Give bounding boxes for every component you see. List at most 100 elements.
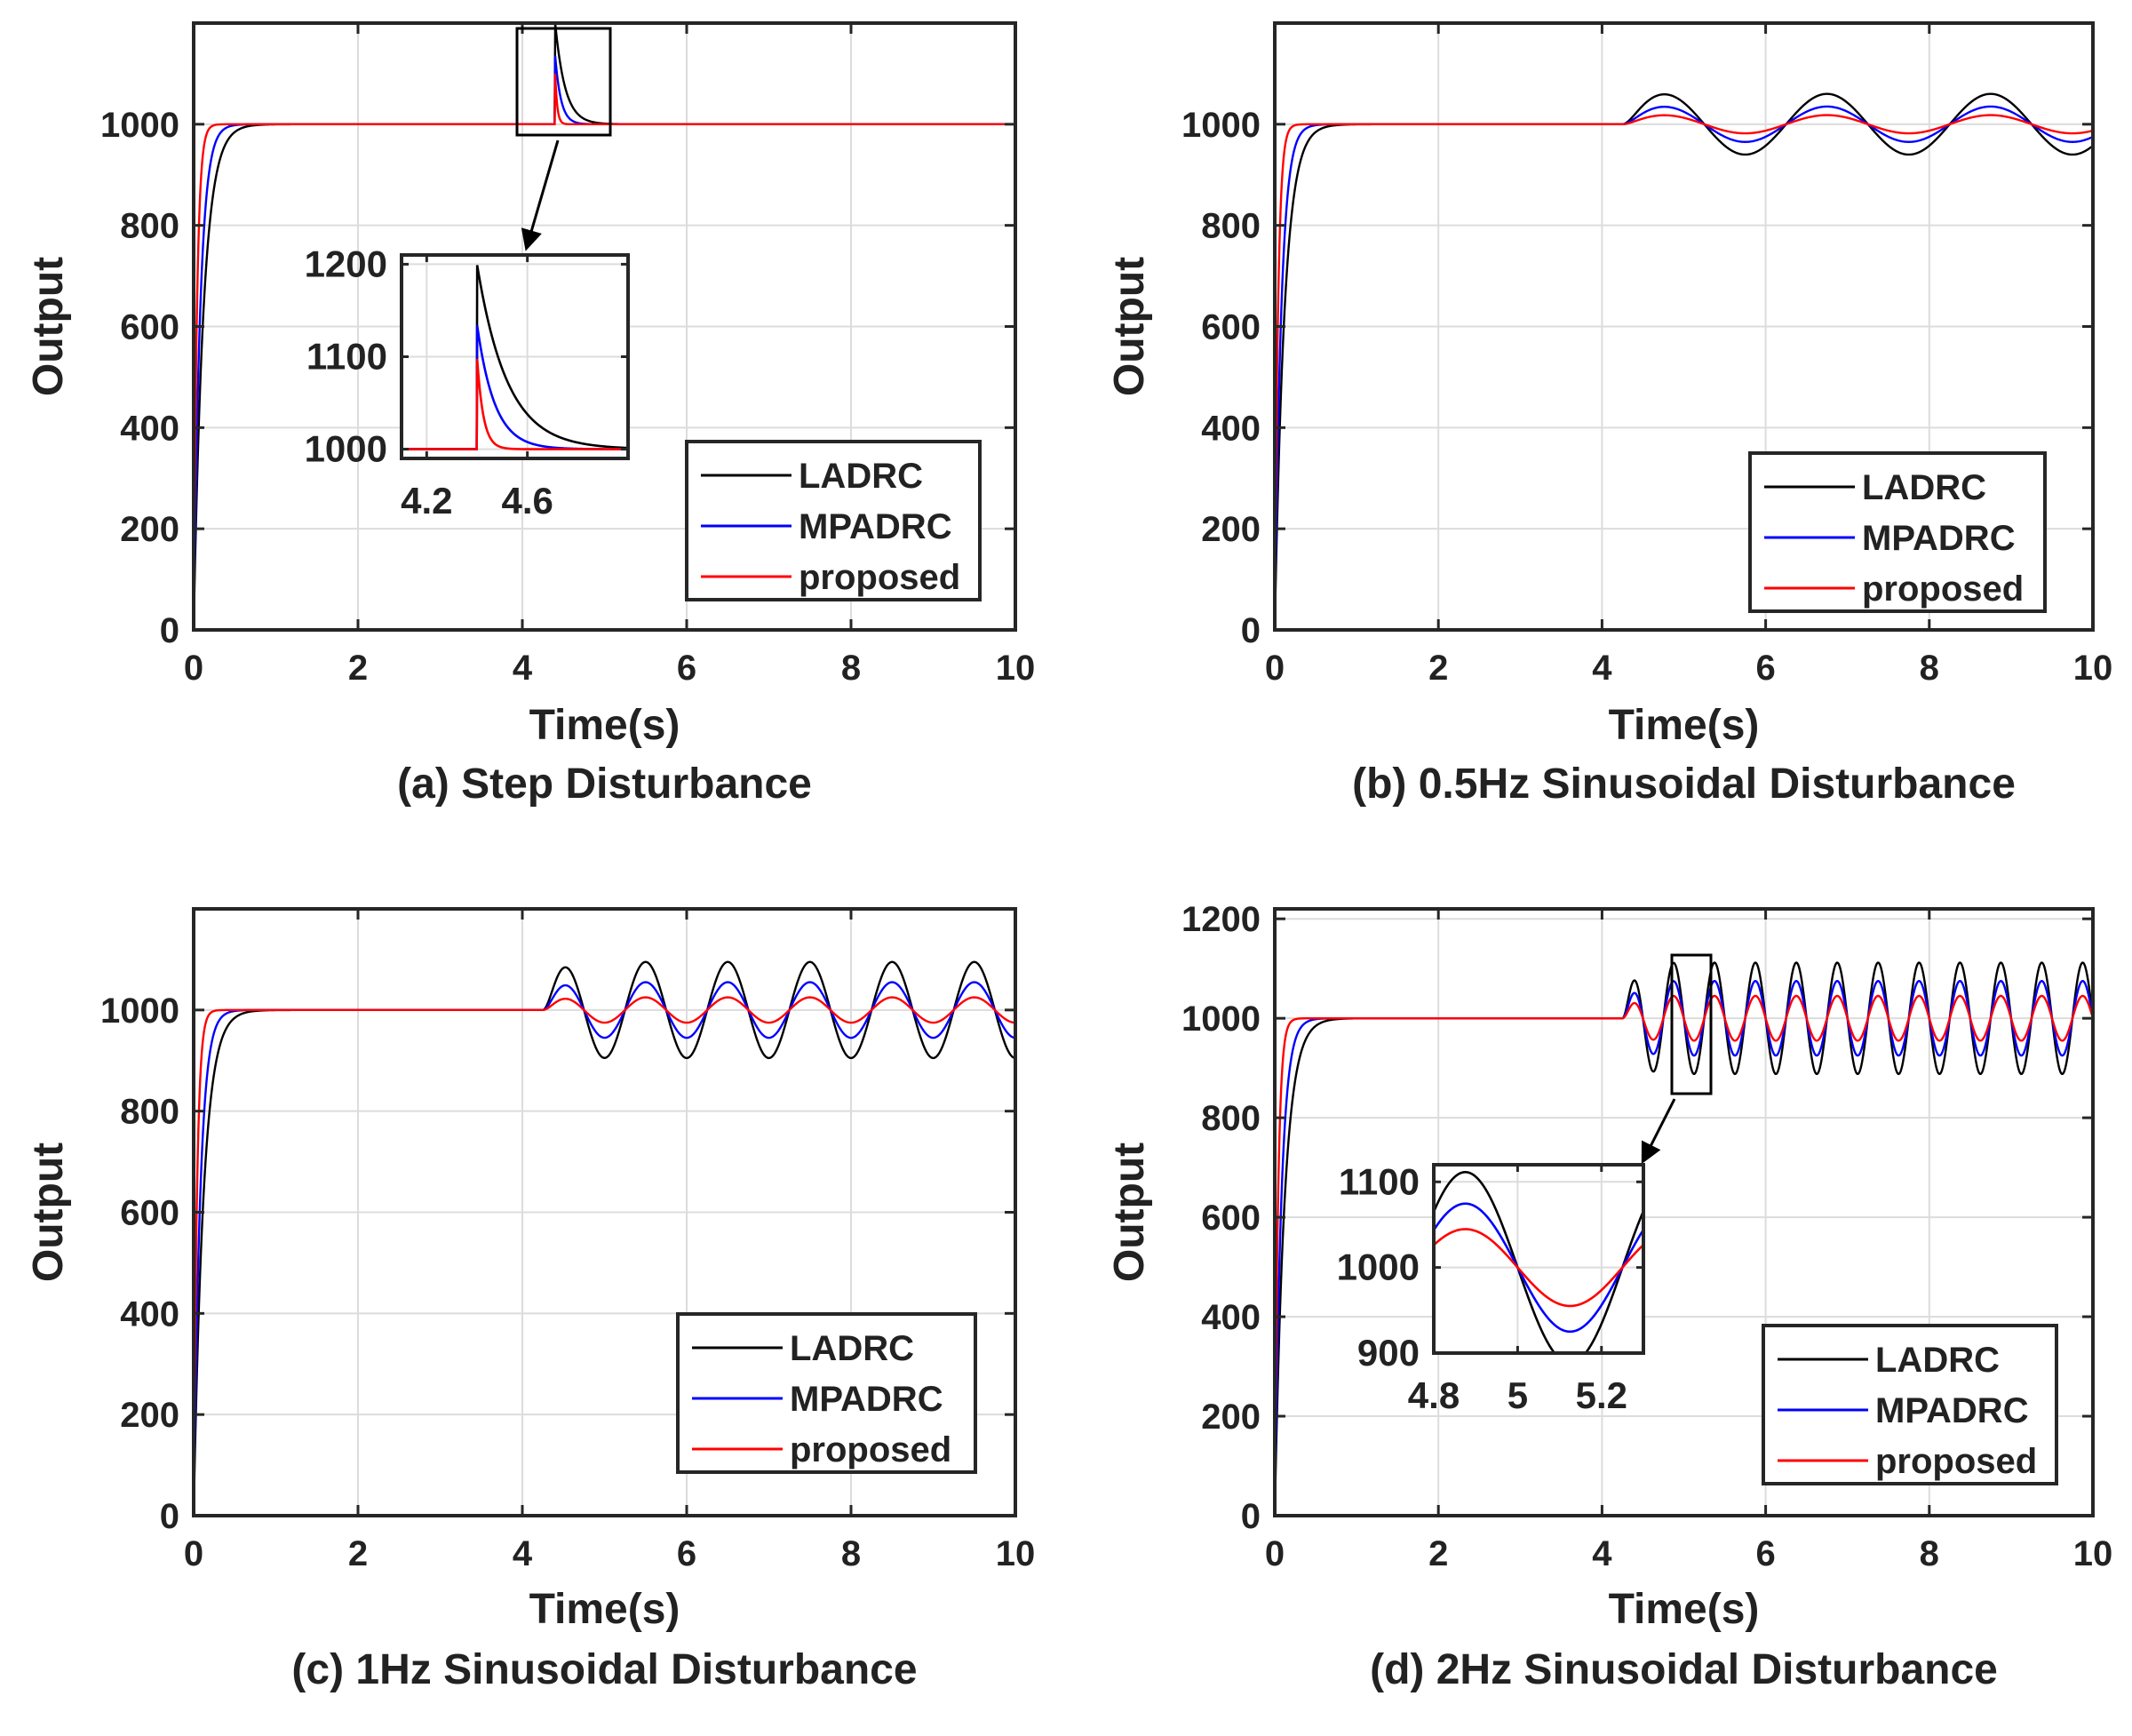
legend-box	[676, 1312, 977, 1474]
y-tick-label: 1000	[100, 106, 179, 145]
x-tick-label: 2	[348, 1534, 368, 1573]
x-tick-label: 6	[1755, 649, 1775, 688]
chart-panel-b: 0 2 4 6 8 10 0 200 400 600 800 1000 Time(s) Output (b)…	[1106, 21, 2113, 808]
x-axis-label: Time(s)	[529, 702, 680, 749]
x-tick-label: 0	[1265, 649, 1285, 688]
y-axis-label: Output	[25, 257, 72, 396]
series-line-proposed	[1275, 114, 2093, 630]
axes-frame	[1273, 907, 2095, 1517]
inset-y-tick-label: 1100	[1339, 1160, 1420, 1202]
inset-y-tick-label: 1000	[305, 428, 387, 470]
legend-label-proposed: proposed	[1875, 1442, 2037, 1481]
chart-panel-c: 0 2 4 6 8 10 0 200 400 600 800 1000 Time(s) Output (c)…	[25, 907, 1036, 1693]
x-tick-label: 2	[348, 649, 368, 688]
legend: LADRC MPADRC proposed	[685, 440, 982, 601]
inset-series-line-mpadrc	[1434, 1202, 1643, 1334]
chart-panel-d: 0 2 4 6 8 10 0 200 400 600 800 1000 1200 Time(s) Outpu…	[1106, 900, 2112, 1693]
y-tick-label: 0	[1241, 1497, 1261, 1536]
y-tick-label: 400	[120, 1294, 179, 1334]
x-tick-label: 4	[1592, 649, 1612, 688]
y-tick-label: 600	[1201, 1198, 1261, 1238]
inset-y-tick-label: 1200	[305, 243, 387, 284]
zoom-arrow	[1641, 1098, 1676, 1165]
inset-x-tick-label: 5	[1508, 1374, 1528, 1416]
inset-series-group	[402, 265, 628, 450]
series-line-proposed	[194, 996, 1015, 1516]
legend-label-mpadrc: MPADRC	[1862, 519, 2016, 558]
y-tick-label: 800	[120, 207, 179, 246]
series-line-proposed	[1275, 994, 2093, 1516]
zoom-region-box	[1670, 953, 1713, 1095]
zoom-arrow	[521, 139, 560, 251]
inset-plot: 4.2 4.6 1000 1100 1200	[305, 243, 630, 522]
legend-label-proposed: proposed	[790, 1430, 951, 1469]
legend-label-proposed: proposed	[1862, 569, 2024, 609]
x-tick-label: 4	[1592, 1534, 1612, 1573]
y-tick-label: 600	[120, 308, 179, 347]
x-tick-label: 10	[2073, 649, 2113, 688]
inset-series-line-ladrc	[1434, 1171, 1643, 1353]
y-tick-label: 600	[120, 1194, 179, 1233]
inset-y-tick-label: 1100	[306, 336, 387, 378]
x-tick-label: 8	[1920, 649, 1939, 688]
legend: LADRC MPADRC proposed	[1748, 451, 2047, 613]
y-axis-label: Output	[25, 1143, 72, 1282]
x-tick-label: 10	[996, 1534, 1036, 1573]
inset-x-tick-label: 5.2	[1576, 1374, 1627, 1416]
x-tick-label: 8	[841, 649, 861, 688]
x-tick-label: 6	[677, 1534, 696, 1573]
series-group	[1275, 961, 2093, 1516]
figure-caption: (c) 1Hz Sinusoidal Disturbance	[291, 1646, 917, 1693]
inset-series-line-proposed	[1434, 1228, 1643, 1308]
series-line-proposed	[194, 73, 1015, 630]
inset-y-tick-label: 900	[1357, 1332, 1420, 1374]
y-tick-label: 400	[1201, 409, 1261, 448]
x-tick-label: 6	[1755, 1534, 1775, 1573]
y-tick-label: 600	[1201, 308, 1261, 347]
legend: LADRC MPADRC proposed	[1762, 1324, 2058, 1485]
x-tick-label: 4	[513, 649, 533, 688]
x-axis-label: Time(s)	[1609, 1586, 1760, 1633]
y-tick-label: 200	[1201, 510, 1261, 549]
chart-panel-a: 0 2 4 6 8 10 0 200 400 600 800 1000 Time(s) Output (a)…	[25, 21, 1036, 808]
x-tick-label: 0	[1265, 1534, 1285, 1573]
x-tick-label: 4	[513, 1534, 533, 1573]
x-tick-label: 8	[841, 1534, 861, 1573]
y-axis-label: Output	[1106, 257, 1153, 396]
y-tick-label: 0	[1241, 611, 1261, 650]
inset-x-tick-label: 4.6	[501, 480, 553, 522]
y-tick-label: 800	[1201, 1099, 1261, 1138]
x-tick-label: 0	[184, 1534, 203, 1573]
y-tick-label: 400	[1201, 1298, 1261, 1337]
x-axis-label: Time(s)	[1609, 702, 1760, 749]
y-tick-label: 400	[120, 409, 179, 448]
y-tick-label: 200	[120, 510, 179, 549]
inset-x-tick-label: 4.8	[1408, 1374, 1460, 1416]
inset-series-line-proposed	[402, 358, 628, 450]
inset-plot: 4.8 5 5.2 900 1000 1100	[1337, 1160, 1645, 1416]
x-tick-label: 6	[677, 649, 696, 688]
y-tick-label: 800	[1201, 207, 1261, 246]
y-tick-label: 1000	[1181, 106, 1261, 145]
legend-label-ladrc: LADRC	[799, 457, 923, 496]
x-tick-label: 2	[1428, 1534, 1448, 1573]
y-tick-label: 200	[120, 1396, 179, 1435]
inset-x-tick-label: 4.2	[401, 480, 452, 522]
x-tick-label: 2	[1428, 649, 1448, 688]
y-tick-label: 0	[160, 611, 179, 650]
figure-caption: (b) 0.5Hz Sinusoidal Disturbance	[1352, 760, 2016, 808]
x-tick-label: 10	[996, 649, 1036, 688]
x-tick-label: 8	[1920, 1534, 1939, 1573]
y-tick-label: 0	[160, 1497, 179, 1536]
x-tick-label: 10	[2073, 1534, 2113, 1573]
y-tick-label: 1200	[1181, 900, 1261, 939]
y-tick-label: 200	[1201, 1398, 1261, 1437]
figure-caption: (d) 2Hz Sinusoidal Disturbance	[1370, 1646, 1998, 1693]
legend-label-proposed: proposed	[799, 558, 960, 597]
zoom-region-box	[515, 27, 612, 137]
figure-caption: (a) Step Disturbance	[397, 760, 812, 808]
legend-label-mpadrc: MPADRC	[1875, 1391, 2029, 1430]
legend-box	[685, 440, 982, 601]
x-tick-label: 0	[184, 649, 203, 688]
